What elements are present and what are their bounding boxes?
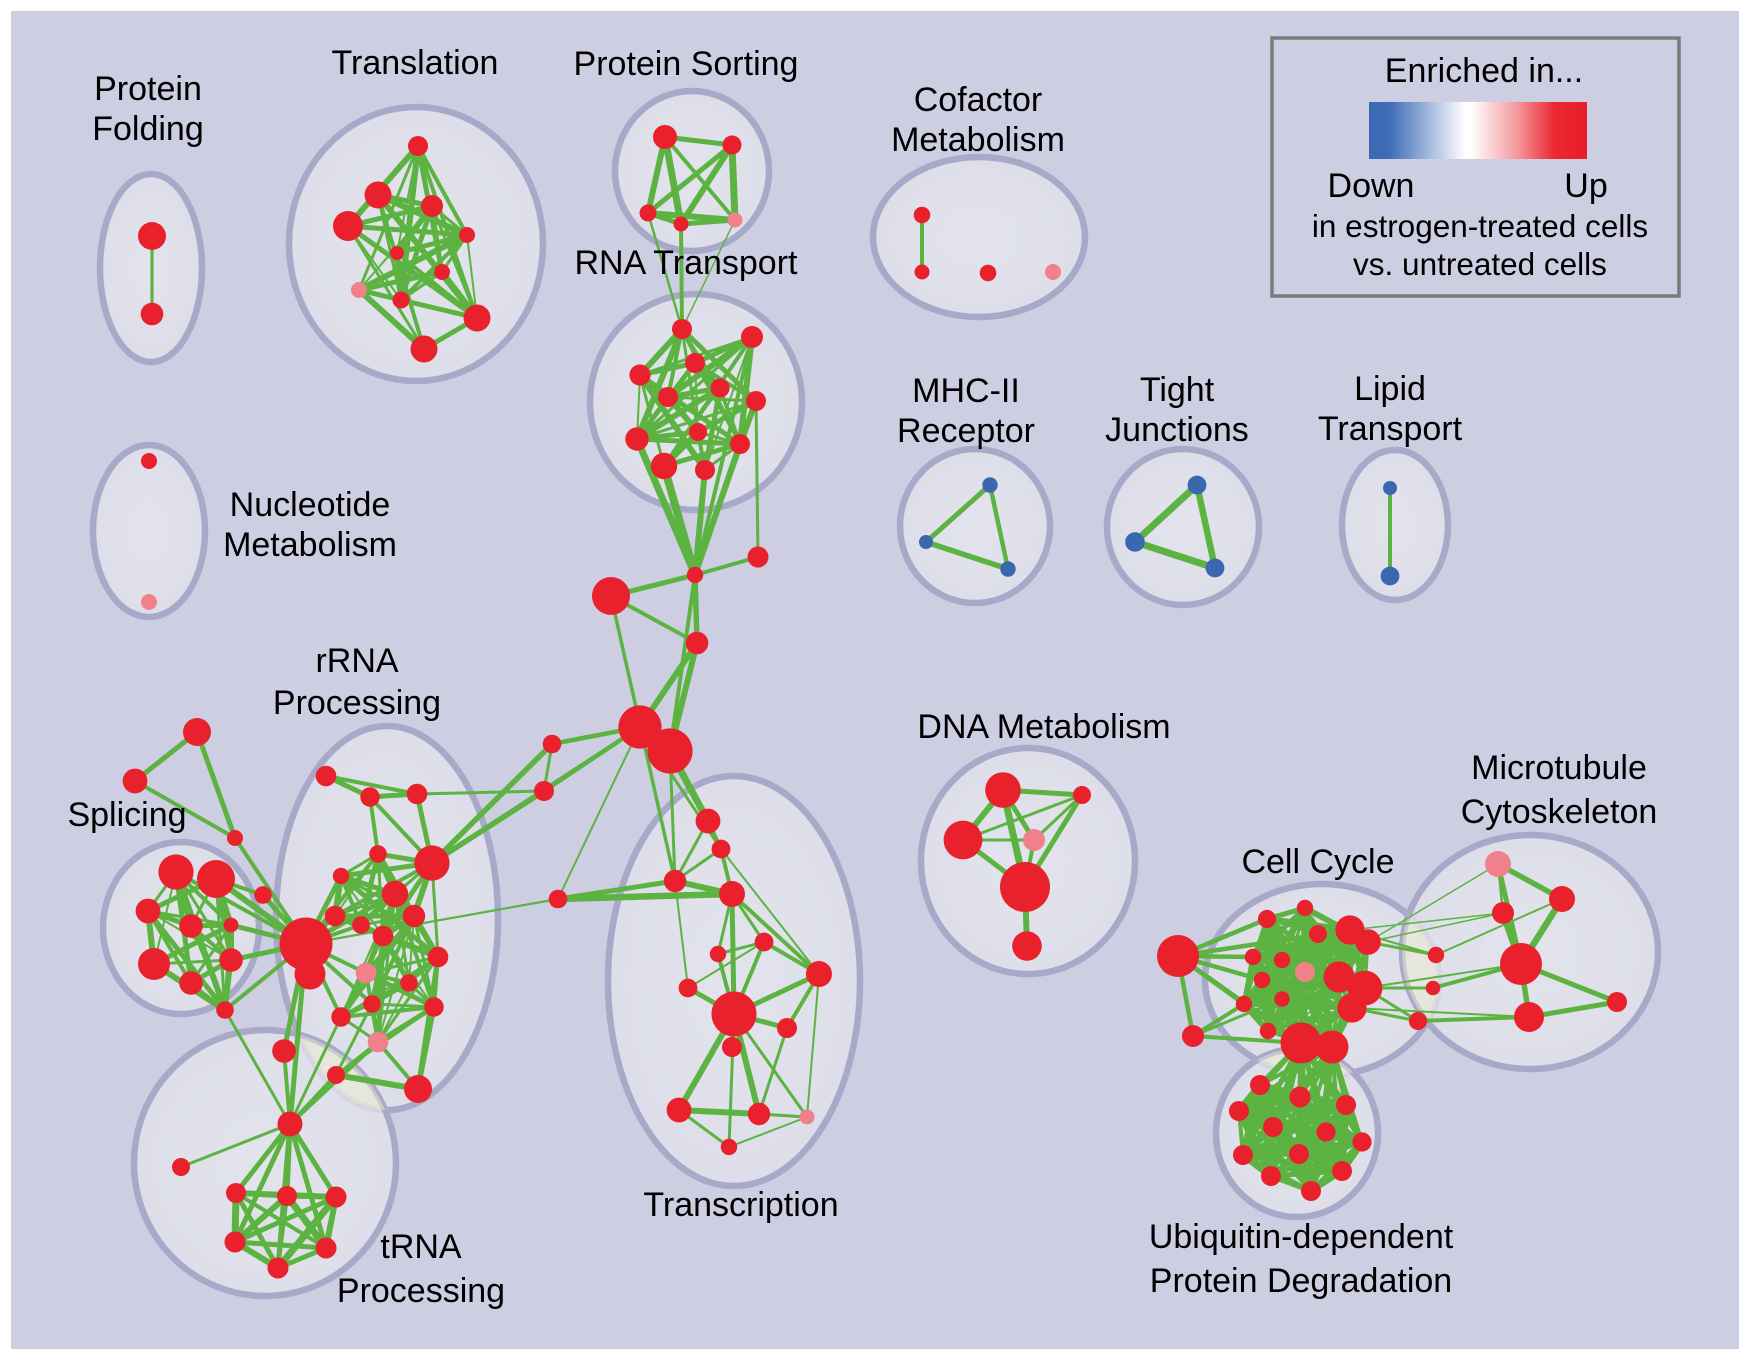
svg-text:RNA Transport: RNA Transport xyxy=(575,244,799,282)
svg-text:Protein Sorting: Protein Sorting xyxy=(574,45,799,83)
svg-text:Splicing: Splicing xyxy=(67,796,186,834)
svg-text:Ubiquitin-dependent: Ubiquitin-dependent xyxy=(1149,1218,1454,1256)
svg-text:in estrogen-treated cells: in estrogen-treated cells xyxy=(1312,208,1648,244)
svg-text:Enriched in...: Enriched in... xyxy=(1385,52,1583,90)
svg-text:Processing: Processing xyxy=(337,1272,505,1310)
svg-text:Cytoskeleton: Cytoskeleton xyxy=(1461,793,1658,831)
svg-text:Cell Cycle: Cell Cycle xyxy=(1241,843,1394,881)
svg-text:Nucleotide: Nucleotide xyxy=(230,486,391,524)
svg-text:Protein: Protein xyxy=(94,70,202,108)
svg-text:Metabolism: Metabolism xyxy=(891,121,1065,159)
svg-text:MHC-II: MHC-II xyxy=(912,372,1020,410)
svg-text:Folding: Folding xyxy=(92,110,204,148)
svg-text:Down: Down xyxy=(1328,167,1415,205)
svg-text:Receptor: Receptor xyxy=(897,412,1035,450)
svg-text:Lipid: Lipid xyxy=(1354,370,1426,408)
svg-text:rRNA: rRNA xyxy=(315,642,398,680)
svg-text:Translation: Translation xyxy=(332,44,499,82)
svg-text:Transcription: Transcription xyxy=(643,1186,838,1224)
svg-text:Up: Up xyxy=(1564,167,1607,205)
svg-text:Transport: Transport xyxy=(1318,410,1463,448)
svg-text:Cofactor: Cofactor xyxy=(914,81,1043,119)
svg-text:Processing: Processing xyxy=(273,684,441,722)
svg-text:Microtubule: Microtubule xyxy=(1471,749,1647,787)
svg-text:Junctions: Junctions xyxy=(1105,411,1249,449)
svg-text:Tight: Tight xyxy=(1140,371,1215,409)
svg-text:vs. untreated cells: vs. untreated cells xyxy=(1353,246,1607,282)
svg-text:Protein Degradation: Protein Degradation xyxy=(1150,1262,1452,1300)
svg-text:tRNA: tRNA xyxy=(380,1228,462,1266)
svg-text:Metabolism: Metabolism xyxy=(223,526,397,564)
svg-text:DNA Metabolism: DNA Metabolism xyxy=(917,708,1170,746)
